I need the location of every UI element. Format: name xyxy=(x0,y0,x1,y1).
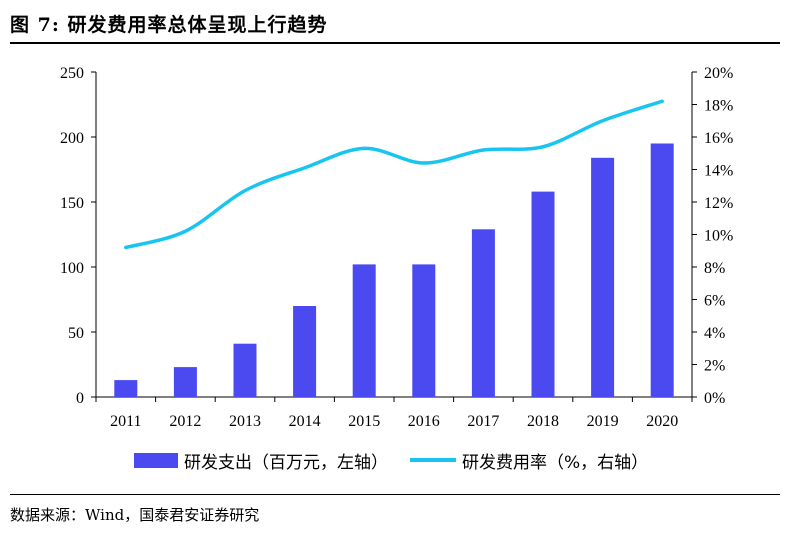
y-right-tick-label: 2% xyxy=(704,358,725,375)
legend-item-bar: 研发支出（百万元，左轴） xyxy=(134,448,388,473)
x-tick-label: 2014 xyxy=(289,413,321,430)
y-left-tick-label: 150 xyxy=(60,195,84,212)
bar xyxy=(591,157,615,397)
x-tick-label: 2015 xyxy=(348,413,380,430)
x-tick-label: 2013 xyxy=(229,413,261,430)
x-tick-label: 2012 xyxy=(169,413,201,430)
y-left-tick-label: 50 xyxy=(68,325,84,342)
title-divider xyxy=(10,42,780,44)
x-tick-label: 2016 xyxy=(408,413,440,430)
y-left-tick-label: 100 xyxy=(60,260,84,277)
bar xyxy=(412,264,436,397)
bar xyxy=(293,306,317,397)
bar xyxy=(531,191,555,397)
bar xyxy=(352,264,376,397)
x-tick-label: 2018 xyxy=(527,413,559,430)
x-tick-label: 2020 xyxy=(646,413,678,430)
y-right-tick-label: 10% xyxy=(704,228,733,245)
bar xyxy=(233,343,257,397)
y-left-tick-label: 200 xyxy=(60,130,84,147)
legend-bar-swatch xyxy=(134,452,178,468)
y-right-tick-label: 6% xyxy=(704,293,725,310)
y-right-tick-label: 20% xyxy=(704,65,733,82)
y-right-tick-label: 8% xyxy=(704,260,725,277)
x-tick-label: 2019 xyxy=(587,413,619,430)
y-right-tick-label: 4% xyxy=(704,325,725,342)
y-right-tick-label: 14% xyxy=(704,163,733,180)
legend-bar-label: 研发支出（百万元，左轴） xyxy=(184,452,388,473)
y-right-tick-label: 0% xyxy=(704,390,725,407)
x-tick-label: 2011 xyxy=(110,413,141,430)
legend-line-label: 研发费用率（%，右轴） xyxy=(462,452,649,473)
legend-line-swatch xyxy=(410,458,456,462)
y-left-tick-label: 0 xyxy=(76,390,84,407)
y-right-tick-label: 12% xyxy=(704,195,733,212)
bar xyxy=(650,143,674,397)
legend-item-line: 研发费用率（%，右轴） xyxy=(410,448,648,473)
series-line-rd-ratio xyxy=(124,99,664,250)
bar xyxy=(114,380,138,397)
legend: 研发支出（百万元，左轴） 研发费用率（%，右轴） xyxy=(134,446,670,474)
figure-title: 图 7: 研发费用率总体呈现上行趋势 xyxy=(10,14,328,36)
source-note: 数据来源：Wind，国泰君安证券研究 xyxy=(10,506,260,524)
bar xyxy=(173,367,197,397)
y-right-tick-label: 16% xyxy=(704,130,733,147)
bar xyxy=(471,229,495,397)
source-divider xyxy=(10,494,780,495)
x-tick-label: 2017 xyxy=(467,413,499,430)
y-right-tick-label: 18% xyxy=(704,98,733,115)
y-left-tick-label: 250 xyxy=(60,65,84,82)
